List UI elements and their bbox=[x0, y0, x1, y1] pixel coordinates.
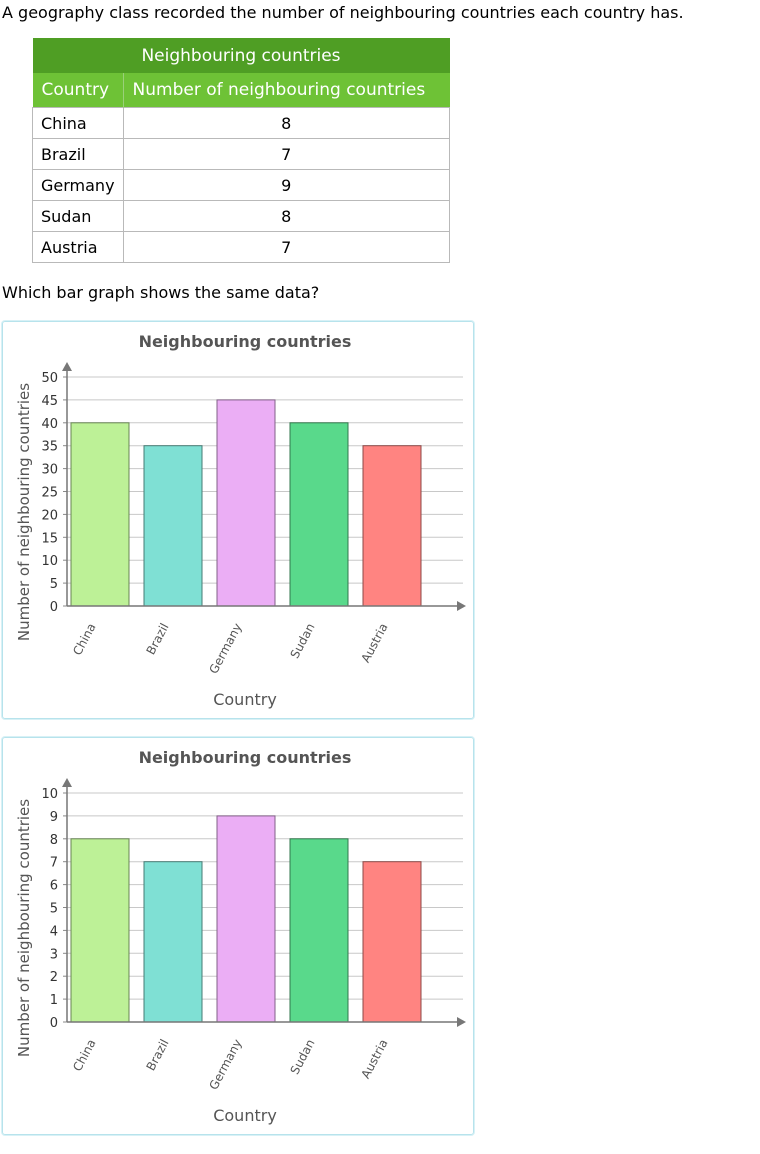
y-tick-label: 25 bbox=[41, 486, 58, 501]
y-tick-label: 0 bbox=[50, 600, 58, 615]
y-tick-label: 10 bbox=[41, 554, 58, 569]
y-tick-label: 15 bbox=[41, 531, 58, 546]
answer-option-1[interactable]: Neighbouring countries 0 5 10 15 20 25 30 35 40 45… bbox=[2, 321, 474, 719]
x-tick-label: Brazil bbox=[144, 621, 172, 657]
column-header-number: Number of neighbouring countries bbox=[122, 73, 450, 108]
y-tick-label: 8 bbox=[50, 833, 58, 848]
y-tick-label: 35 bbox=[41, 440, 58, 455]
table-row: Germany 9 bbox=[32, 169, 451, 201]
bar-china bbox=[70, 838, 130, 1023]
x-axis-label: Country bbox=[213, 690, 277, 709]
x-tick-label: Brazil bbox=[144, 1037, 172, 1073]
x-tick-label: Germany bbox=[206, 621, 244, 676]
bar-brazil bbox=[143, 861, 203, 1023]
y-tick-label: 40 bbox=[41, 417, 58, 432]
y-tick-label: 3 bbox=[50, 947, 58, 962]
country-cell: Brazil bbox=[32, 138, 124, 170]
x-tick-label: China bbox=[70, 1037, 98, 1074]
y-tick-label: 20 bbox=[41, 508, 58, 523]
country-cell: Sudan bbox=[32, 200, 124, 232]
x-tick-label: Sudan bbox=[288, 1037, 318, 1077]
y-axis-arrow-icon bbox=[62, 362, 72, 371]
bar-austria bbox=[362, 445, 422, 607]
y-tick-label: 30 bbox=[41, 463, 58, 478]
bar-sudan bbox=[289, 838, 349, 1023]
value-cell: 9 bbox=[122, 169, 451, 201]
y-tick-label: 6 bbox=[50, 879, 58, 894]
intro-text: A geography class recorded the number of… bbox=[2, 3, 684, 22]
answer-option-2[interactable]: Neighbouring countries 0 1 2 3 4 5 6 7 8 9 10 China B… bbox=[2, 737, 474, 1135]
table-title: Neighbouring countries bbox=[32, 38, 450, 73]
x-tick-label: China bbox=[70, 621, 98, 658]
table-row: Austria 7 bbox=[32, 231, 451, 263]
column-header-country: Country bbox=[32, 73, 124, 108]
country-cell: Germany bbox=[32, 169, 124, 201]
bar-sudan bbox=[289, 422, 349, 607]
table-row: Sudan 8 bbox=[32, 200, 451, 232]
bar-germany bbox=[216, 399, 276, 607]
y-tick-label: 5 bbox=[50, 577, 58, 592]
x-tick-label: Sudan bbox=[288, 621, 318, 661]
y-axis-label: Number of neighbouring countries bbox=[15, 799, 33, 1057]
chart-title: Neighbouring countries bbox=[139, 332, 352, 351]
bar-austria bbox=[362, 861, 422, 1023]
y-tick-label: 2 bbox=[50, 970, 58, 985]
y-tick-label: 9 bbox=[50, 810, 58, 825]
value-cell: 7 bbox=[122, 138, 451, 170]
x-tick-label: Austria bbox=[358, 1037, 390, 1081]
x-axis-arrow-icon bbox=[457, 601, 466, 611]
y-axis-arrow-icon bbox=[62, 778, 72, 787]
chart-title: Neighbouring countries bbox=[139, 748, 352, 767]
y-tick-label: 5 bbox=[50, 902, 58, 917]
x-axis-arrow-icon bbox=[457, 1017, 466, 1027]
x-tick-label: Austria bbox=[358, 621, 390, 665]
y-tick-label: 45 bbox=[41, 394, 58, 409]
value-cell: 8 bbox=[122, 107, 451, 139]
y-tick-label: 1 bbox=[50, 993, 58, 1008]
y-tick-label: 0 bbox=[50, 1016, 58, 1031]
data-table: Neighbouring countries Country Number of… bbox=[32, 38, 451, 263]
value-cell: 7 bbox=[122, 231, 451, 263]
bar-brazil bbox=[143, 445, 203, 607]
y-tick-label: 7 bbox=[50, 856, 58, 871]
table-row: China 8 bbox=[32, 107, 451, 139]
y-axis-label: Number of neighbouring countries bbox=[15, 383, 33, 641]
value-cell: 8 bbox=[122, 200, 451, 232]
bar-chart-1: Neighbouring countries 0 5 10 15 20 25 30 35 40 45… bbox=[15, 332, 466, 709]
y-tick-label: 10 bbox=[41, 787, 58, 802]
country-cell: China bbox=[32, 107, 124, 139]
y-tick-label: 4 bbox=[50, 924, 58, 939]
bar-china bbox=[70, 422, 130, 607]
x-axis-label: Country bbox=[213, 1106, 277, 1125]
x-tick-label: Germany bbox=[206, 1037, 244, 1092]
y-tick-label: 50 bbox=[41, 371, 58, 386]
table-row: Brazil 7 bbox=[32, 138, 451, 170]
bar-germany bbox=[216, 815, 276, 1023]
question-text: Which bar graph shows the same data? bbox=[2, 283, 320, 302]
country-cell: Austria bbox=[32, 231, 124, 263]
bar-chart-2: Neighbouring countries 0 1 2 3 4 5 6 7 8 9 10 China B… bbox=[15, 748, 466, 1125]
